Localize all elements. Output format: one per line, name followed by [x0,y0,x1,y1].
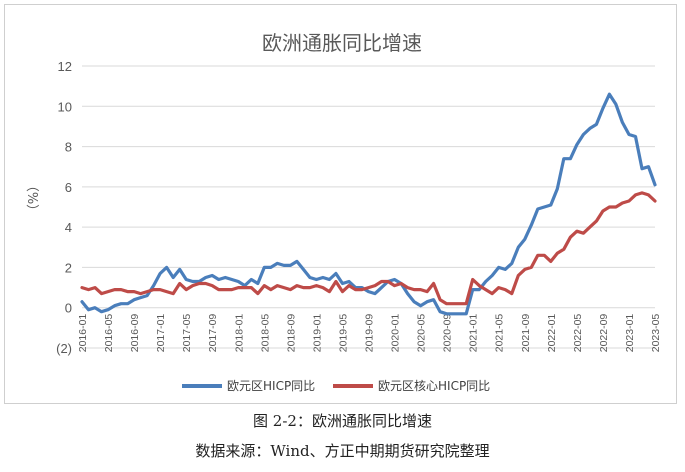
x-tick-label: 2016-01 [77,314,89,353]
y-axis-ticks: (2) 0 2 4 6 8 10 12 [56,59,72,356]
series-lines [80,92,657,316]
y-tick-label: 12 [58,59,72,74]
x-tick-label: 2022-01 [546,314,558,353]
x-tick-label: 2023-05 [650,314,662,353]
x-tick-label: 2020-09 [442,314,454,353]
x-tick-label: 2017-09 [207,314,219,353]
x-tick-label: 2020-05 [416,314,428,353]
x-tick-label: 2020-01 [390,314,402,353]
x-tick-label: 2021-09 [520,314,532,353]
x-tick-label: 2017-01 [155,314,167,353]
legend: 欧元区HICP同比 欧元区核心HICP同比 [182,379,490,393]
x-tick-label: 2023-01 [624,314,636,353]
chart-title: 欧洲通胀同比增速 [262,31,422,55]
x-tick-label: 2019-01 [311,314,323,353]
chart-frame [4,4,677,404]
x-tick-label: 2021-05 [494,314,506,353]
series-line-hicp [80,92,657,316]
x-tick-label: 2022-05 [572,314,584,353]
y-tick-label: (2) [56,341,72,356]
y-tick-label: 8 [65,140,72,155]
y-axis-label: （%） [24,179,39,217]
x-tick-label: 2016-05 [103,314,115,353]
data-source: 数据来源：Wind、方正中期期货研究院整理 [195,442,490,460]
x-tick-label: 2021-01 [468,314,480,353]
x-tick-label: 2022-09 [598,314,610,353]
legend-label-core-hicp: 欧元区核心HICP同比 [378,379,490,393]
y-tick-label: 0 [65,301,72,316]
x-tick-label: 2019-05 [337,314,349,353]
y-tick-label: 6 [65,180,72,195]
x-tick-label: 2018-09 [285,314,297,353]
y-tick-label: 2 [65,260,72,275]
x-tick-label: 2018-01 [233,314,245,353]
x-axis-ticks: 2016-01 2016-05 2016-09 2017-01 2017-05 2017-… [77,314,662,353]
x-tick-label: 2019-09 [364,314,376,353]
x-tick-label: 2016-09 [129,314,141,353]
legend-label-hicp: 欧元区HICP同比 [227,379,315,393]
grid-lines [82,65,655,349]
series-line-core-hicp [80,191,657,306]
x-tick-label: 2017-05 [181,314,193,353]
figure-caption: 图 2-2：欧洲通胀同比增速 [253,412,432,430]
y-tick-label: 4 [65,220,72,235]
x-tick-label: 2018-05 [259,314,271,353]
y-tick-label: 10 [58,99,72,114]
